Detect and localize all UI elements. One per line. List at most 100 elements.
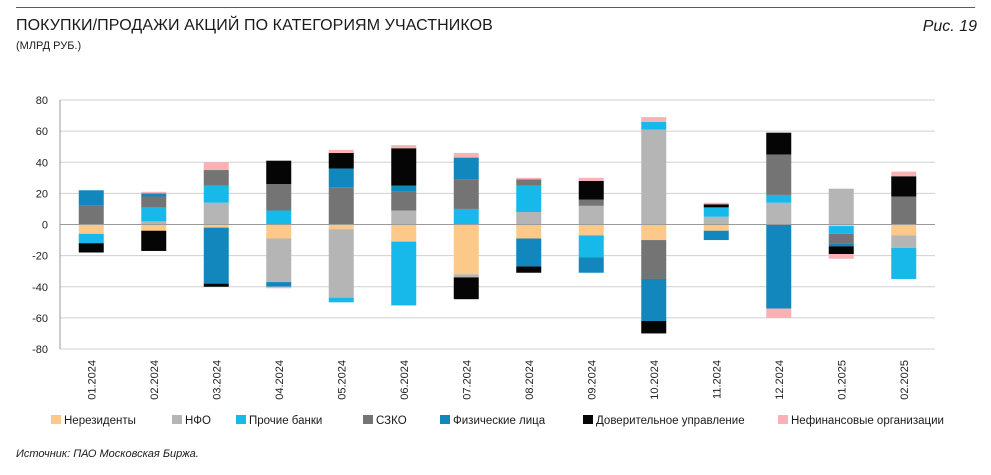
bar-segment: Физические лица 12.2024: -54 <box>766 224 792 309</box>
bar-segment: СЗКО 07.2024: 19 <box>453 179 479 209</box>
bar-segment: Нерезиденты 01.2025: -1 <box>828 224 854 227</box>
bar-segment: Физические лица 08.2024: -18 <box>516 238 542 267</box>
bar-segment: СЗКО 03.2024: 10 <box>203 170 229 186</box>
bar-segment: Прочие банки 01.2024: -6 <box>78 233 104 244</box>
bar-segment: Нефинансовые организации 01.2025: -3 <box>828 254 854 259</box>
bar-segment: Нерезиденты 08.2024: -9 <box>516 224 542 239</box>
bar-segment: Нерезиденты 07.2024: -32 <box>453 224 479 275</box>
x-tick-label: 12.2024 <box>774 360 786 400</box>
x-tick-label: 09.2024 <box>586 360 598 400</box>
legend-label: СЗКО <box>376 415 407 427</box>
legend-swatch <box>440 415 450 424</box>
bar-segment: НФО 12.2024: 14 <box>766 202 792 225</box>
bar-segment: СЗКО 02.2024: 7 <box>141 196 167 208</box>
legend-swatch <box>583 415 593 424</box>
bar-segment: Доверительное управление 08.2024: -4 <box>516 266 542 273</box>
legend-label: Нефинансовые организации <box>791 415 944 427</box>
bar-segment: Прочие банки 01.2025: -5 <box>828 226 854 234</box>
x-tick-label: 07.2024 <box>461 360 473 400</box>
bar-segment: Нерезиденты 03.2024: -2 <box>203 224 229 228</box>
bar-segment: СЗКО 02.2025: 18 <box>891 196 917 225</box>
bar-segment: Нерезиденты 04.2024: -9 <box>266 224 292 239</box>
bar-segment: Прочие банки 08.2024: 17 <box>516 185 542 213</box>
source-note: Источник: ПАО Московская Биржа. <box>16 448 199 460</box>
bar-segment: НФО 01.2025: 23 <box>828 188 854 225</box>
bar-segment: Нефинансовые организации 02.2024: 1 <box>141 191 167 194</box>
bar-segment: НФО 06.2024: 9 <box>391 210 417 225</box>
bar-segment: НФО 11.2024: 5 <box>703 216 729 225</box>
x-tick-label: 01.2024 <box>86 360 98 400</box>
y-tick-label: -80 <box>32 344 48 356</box>
bar-segment: Прочие банки 02.2024: 9 <box>141 207 167 222</box>
top-accent-rule <box>16 7 975 8</box>
bar-segment: СЗКО 12.2024: 26 <box>766 154 792 195</box>
bar-segment: Нефинансовые организации 07.2024: 3 <box>453 152 479 158</box>
legend-swatch <box>172 415 182 424</box>
bar-segment: Нерезиденты 05.2024: -3 <box>328 224 354 230</box>
bar-segment: СЗКО 01.2024: 12 <box>78 205 104 225</box>
bar-segment: НФО 05.2024: -44 <box>328 229 354 298</box>
bar-segment: СЗКО 06.2024: 12 <box>391 191 417 211</box>
bar-segment: Нефинансовые организации 10.2024: 3 <box>641 117 667 122</box>
bar-segment: Прочие банки 05.2024: -3 <box>328 297 354 303</box>
x-tick-label: 06.2024 <box>399 360 411 400</box>
legend-label: Нерезиденты <box>64 415 136 427</box>
bar-segment: Нефинансовые организации 05.2024: 2 <box>328 149 354 153</box>
bar-segment: Доверительное управление 06.2024: 24 <box>391 148 417 186</box>
chart-title: ПОКУПКИ/ПРОДАЖИ АКЦИЙ ПО КАТЕГОРИЯМ УЧАС… <box>16 17 493 34</box>
bar-segment: Нерезиденты 01.2024: -6 <box>78 224 104 234</box>
bar-segment: Нефинансовые организации 12.2024: -6 <box>766 308 792 318</box>
y-tick-label: 80 <box>36 95 48 107</box>
bar-segment: Нефинансовые организации 04.2024: -1 <box>266 286 292 289</box>
bar-segment: Физические лица 09.2024: -10 <box>578 257 604 273</box>
x-tick-label: 05.2024 <box>336 360 348 400</box>
bar-segment: Доверительное управление 01.2025: -5 <box>828 246 854 255</box>
bar-segment: Физические лица 10.2024: -27 <box>641 278 667 321</box>
bar-segment: Прочие банки 02.2025: -20 <box>891 247 917 279</box>
stacked-bar-chart: 80 60 40 20 0 -20 -40 -60 -80 Нерезиденты 01.2024… <box>32 95 944 427</box>
legend-label: Физические лица <box>453 415 546 427</box>
bar-segment: Прочие банки 09.2024: -14 <box>578 235 604 258</box>
bar-segment: НФО 08.2024: 8 <box>516 212 542 225</box>
legend-swatch <box>236 415 246 424</box>
bar-segment: Доверительное управление 02.2025: 13 <box>891 176 917 197</box>
bar-segment: Доверительное управление 04.2024: 15 <box>266 160 292 185</box>
chart-units-subtitle: (МЛРД РУБ.) <box>16 40 82 52</box>
bar-segment: Нерезиденты 02.2024: -4 <box>141 224 167 231</box>
bar-segment: Прочие банки 03.2024: 11 <box>203 185 229 203</box>
bar-segment: Физические лица 11.2024: -6 <box>703 230 729 241</box>
bar-segment: Нефинансовые организации 03.2024: 5 <box>203 162 229 171</box>
bar-segment: Доверительное управление 07.2024: -14 <box>453 277 479 300</box>
bar-segment: Физические лица 05.2024: 12 <box>328 168 354 188</box>
bar-segment: СЗКО 08.2024: 4 <box>516 179 542 186</box>
bar-segment: НФО 03.2024: 14 <box>203 202 229 225</box>
bar-segment: Физические лица 03.2024: -36 <box>203 227 229 284</box>
bar-segment: Доверительное управление 01.2024: -6 <box>78 243 104 253</box>
y-tick-label: 60 <box>36 126 48 138</box>
y-tick-label: -40 <box>32 282 48 294</box>
bar-segment: НФО 02.2025: -8 <box>891 235 917 248</box>
x-tick-label: 01.2025 <box>836 360 848 400</box>
legend-swatch <box>51 415 61 424</box>
bar-segment: Нерезиденты 11.2024: -4 <box>703 224 729 231</box>
y-tick-label: 20 <box>36 188 48 200</box>
bar-segment: Доверительное управление 02.2024: -13 <box>141 230 167 251</box>
bar-segment: Прочие банки 04.2024: 9 <box>266 210 292 225</box>
bar-segment: Физические лица 02.2024: 2 <box>141 193 167 197</box>
y-tick-label: 40 <box>36 157 48 169</box>
bar-segment: СЗКО 04.2024: 17 <box>266 184 292 211</box>
x-tick-label: 10.2024 <box>649 360 661 400</box>
bar-segment: Нерезиденты 06.2024: -11 <box>391 224 417 242</box>
bar-segment: Прочие банки 10.2024: 5 <box>641 121 667 130</box>
x-tick-label: 03.2024 <box>211 360 223 400</box>
y-tick-label: -20 <box>32 251 48 263</box>
legend-label: Прочие банки <box>249 415 322 427</box>
bar-segment: НФО 04.2024: -28 <box>266 238 292 283</box>
bar-segment: Физические лица 06.2024: 4 <box>391 185 417 192</box>
bar-segment: Доверительное управление 03.2024: -2 <box>203 283 229 287</box>
bar-segment: Нерезиденты 09.2024: -7 <box>578 224 604 236</box>
x-tick-label: 04.2024 <box>274 360 286 400</box>
bar-segment: Доверительное управление 12.2024: 14 <box>766 132 792 155</box>
x-tick-label: 02.2025 <box>899 360 911 400</box>
bar-segment: Физические лица 07.2024: 14 <box>453 157 479 180</box>
